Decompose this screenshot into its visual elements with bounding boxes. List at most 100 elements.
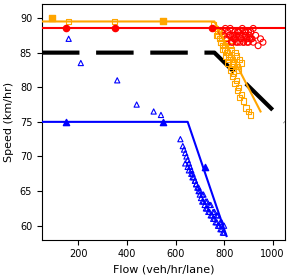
Point [245,37,249,41]
Point [224,50,229,55]
Point [206,210,211,214]
Point [210,213,214,218]
Point [247,33,252,38]
Point [242,30,247,34]
Point [244,30,248,34]
Point [205,206,209,211]
Point [250,37,254,41]
Point [222,44,226,48]
Point [228,33,233,38]
Point [227,54,231,58]
Point [199,196,203,200]
Point [184,154,189,159]
Point [249,37,253,41]
Point [238,95,242,100]
Point [223,26,228,31]
Point [195,186,200,190]
Point [210,26,214,31]
Point [239,37,243,41]
Point [209,213,213,218]
Point [159,113,163,117]
Point [196,189,201,193]
Point [196,186,201,190]
Point [218,40,223,44]
Point [219,30,224,34]
Point [222,33,226,38]
Point [239,61,243,65]
Point [183,161,188,166]
Point [191,175,196,179]
Point [183,151,188,155]
Point [241,40,246,44]
Point [64,26,68,31]
Point [193,179,197,183]
Point [240,33,245,38]
Point [182,147,186,152]
Point [66,37,71,41]
Point [240,26,245,31]
Point [230,33,235,38]
Point [223,37,228,41]
Point [246,30,251,34]
Point [241,99,246,103]
Point [233,30,237,34]
Point [217,223,222,228]
Point [253,33,258,38]
Point [188,165,193,169]
Point [115,78,119,83]
Point [233,37,237,41]
Point [249,30,253,34]
Point [151,109,156,114]
Point [186,168,191,172]
Point [231,33,236,38]
Y-axis label: Speed (km/hr): Speed (km/hr) [4,82,14,162]
Point [229,64,234,69]
Point [207,210,212,214]
Point [216,213,220,218]
Point [228,68,233,72]
Point [222,47,226,51]
Point [236,30,241,34]
Point [219,33,224,38]
Point [246,109,251,114]
Point [256,44,260,48]
Point [201,192,206,197]
Point [227,33,231,38]
Point [225,61,230,65]
Point [211,23,215,27]
Point [246,40,251,44]
Point [216,30,220,34]
Point [197,192,202,197]
Point [186,161,191,166]
Point [190,172,195,176]
Point [230,57,235,62]
Point [217,37,222,41]
Point [204,199,208,204]
Point [216,223,220,228]
Point [213,26,218,31]
Point [228,26,233,31]
Point [244,33,248,38]
Point [189,168,194,172]
Point [221,44,225,48]
Point [230,40,235,44]
Point [202,165,207,169]
Point [221,47,225,51]
Point [225,50,230,55]
Point [233,81,237,86]
Point [113,19,117,24]
Point [49,16,54,20]
Point [258,37,263,41]
X-axis label: Flow (veh/hr/lane): Flow (veh/hr/lane) [113,265,214,275]
Point [228,44,233,48]
Point [233,50,237,55]
Point [251,26,255,31]
Point [244,106,248,110]
Point [190,175,195,179]
Point [224,40,229,44]
Point [217,30,222,34]
Point [216,33,220,38]
Point [200,192,204,197]
Point [247,37,252,41]
Point [180,144,185,148]
